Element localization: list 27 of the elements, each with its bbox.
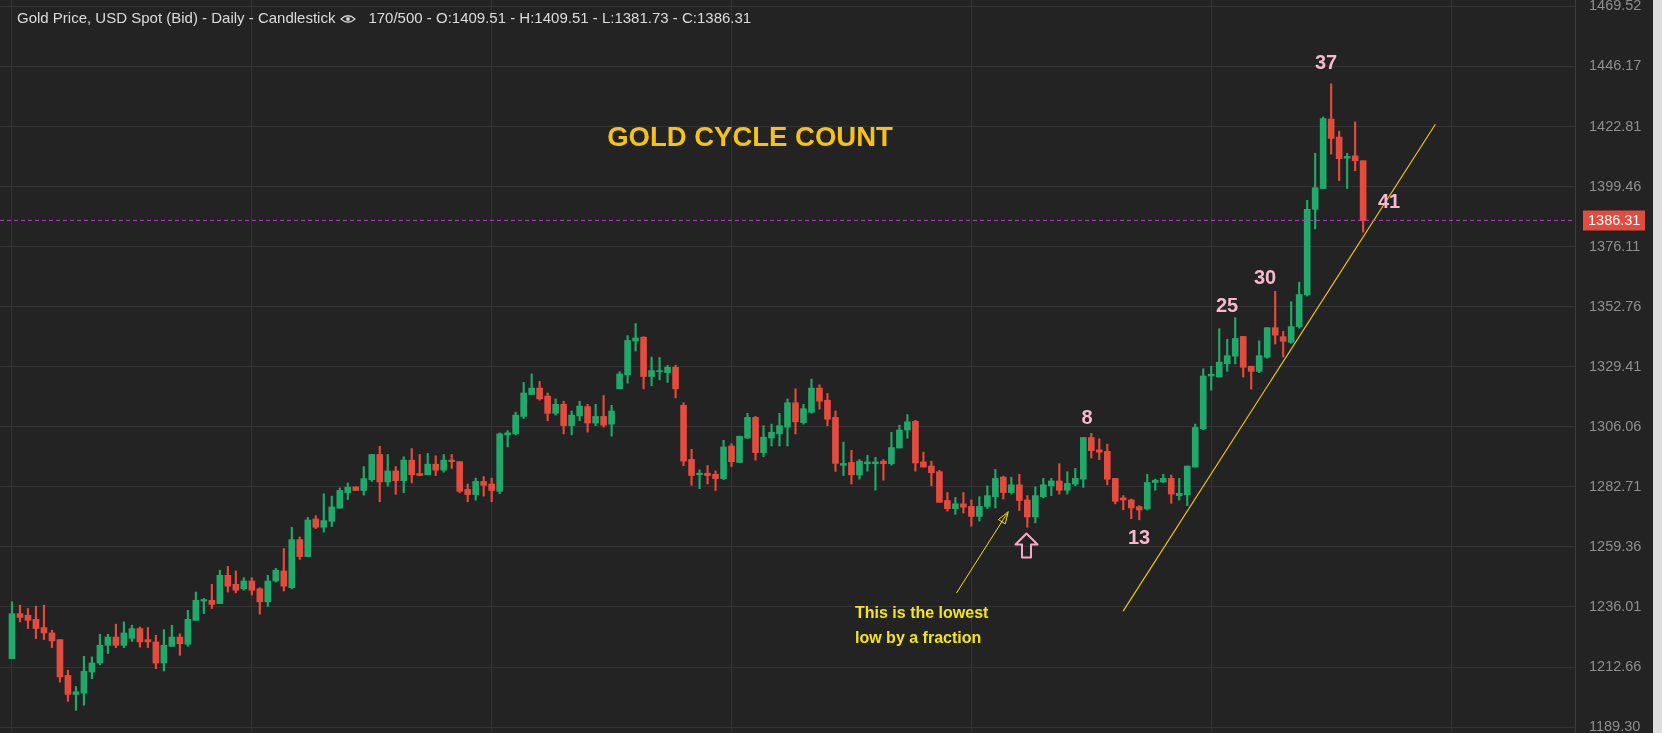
candlestick: [696, 469, 703, 489]
y-tick-label: 1236.01: [1589, 597, 1642, 614]
y-tick-label: 1282.71: [1589, 477, 1642, 494]
annotation: 13: [1127, 525, 1151, 548]
text: 170/500 - O:1409.51 - H:1409.51 - L:1381.73 - C:1386.31: [368, 9, 752, 27]
y-tick-label: 1376.11: [1589, 237, 1641, 254]
annotation: 8: [1081, 405, 1093, 428]
candlestick: [904, 414, 911, 439]
candlestick: [840, 441, 847, 476]
y-tick-label: 1306.06: [1589, 417, 1642, 434]
annotation: This is the lowest low by a fraction: [855, 604, 990, 646]
y-tick-label: 1352.76: [1589, 297, 1642, 314]
y-tick-label: 1422.81: [1589, 117, 1642, 134]
candlestick: [880, 459, 887, 481]
y-tick-label: 1189.30: [1589, 718, 1641, 733]
text: Gold Price, USD Spot (Bid) - Daily - Candlestick: [17, 9, 336, 27]
annotation: GOLD CYCLE COUNT: [607, 120, 894, 152]
annotation: 25: [1215, 293, 1239, 316]
annotation: 30: [1253, 265, 1277, 288]
y-tick-label: 1329.41: [1589, 357, 1642, 374]
y-tick-label: 1469.52: [1589, 0, 1642, 14]
y-tick-label: 1259.36: [1589, 537, 1642, 554]
y-tick-label: 1446.17: [1589, 57, 1642, 74]
ref-line-label: 1386.31: [1588, 211, 1641, 228]
annotation: 37: [1314, 50, 1338, 73]
y-tick-label: 1399.46: [1589, 177, 1642, 194]
y-tick-label: 1212.66: [1589, 658, 1642, 674]
